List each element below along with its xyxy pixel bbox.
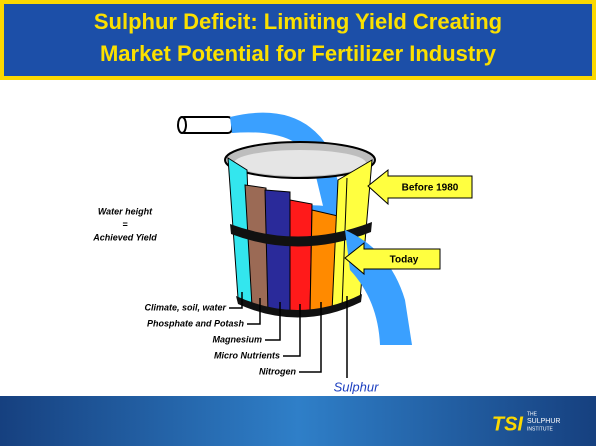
arrow-label: Before 1980	[402, 183, 459, 194]
title-line: Sulphur Deficit: Limiting Yield Creating	[94, 9, 502, 34]
stave-label: Phosphate and Potash	[147, 318, 245, 328]
slide: Sulphur Deficit: Limiting Yield Creating…	[0, 0, 596, 446]
logo-text: INSTITUTE	[527, 426, 553, 432]
stave-label: Micro Nutrients	[214, 350, 280, 360]
stave-magnesium	[265, 190, 290, 315]
arrow-label: Today	[390, 255, 419, 266]
stave-label: Magnesium	[212, 334, 262, 344]
annotation-line: =	[122, 219, 128, 229]
stave-label: Climate, soil, water	[144, 302, 226, 312]
annotation-line: Achieved Yield	[92, 232, 157, 242]
bucket-inside	[234, 150, 366, 176]
title-line: Market Potential for Fertilizer Industry	[100, 41, 497, 66]
pipe	[180, 117, 232, 133]
annotation-line: Water height	[98, 206, 153, 216]
logo-text: THE	[527, 411, 538, 417]
pipe-end	[178, 117, 186, 133]
stave-label: Nitrogen	[259, 366, 297, 376]
stave-micro	[290, 200, 312, 315]
logo-text: SULPHUR	[527, 418, 560, 425]
logo: TSI	[492, 413, 524, 435]
stave-label: Sulphur	[334, 379, 379, 394]
